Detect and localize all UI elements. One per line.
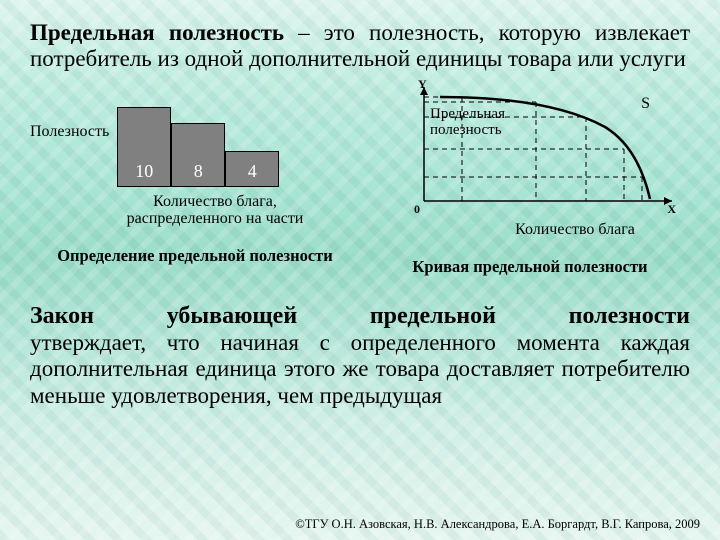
footer-copyright: ©ТГУ О.Н. Азовская, Н.В. Александрова, Е… <box>295 517 700 532</box>
bar-y-axis-label: Полезность <box>30 123 109 161</box>
origin-label: 0 <box>414 202 420 217</box>
bar-x-caption: Количество блага, распределенного на час… <box>30 193 360 228</box>
bar-group: 1084 <box>117 107 279 187</box>
curve-x-caption: Количество блага <box>370 221 690 239</box>
bar-chart-block: Полезность 1084 Количество блага, распре… <box>30 79 360 266</box>
law-head-w1: Закон <box>30 303 94 330</box>
bar: 10 <box>117 107 171 187</box>
figures-row: Полезность 1084 Количество блага, распре… <box>30 79 690 277</box>
definition-paragraph: Предельная полезность – это полезность, … <box>30 20 690 73</box>
law-heading: Закон убывающей предельной полезности <box>30 303 690 330</box>
curve-chart-title: Кривая предельной полезности <box>370 257 690 277</box>
bar: 4 <box>225 151 279 187</box>
bar-caption-line1: Количество блага, <box>153 193 277 210</box>
bar: 8 <box>171 123 225 187</box>
bar-chart-title: Определение предельной полезности <box>30 246 360 266</box>
curve-chart-block: Y S Предельная полезность 0 X Количество… <box>370 79 690 277</box>
slide-content: Предельная полезность – это полезность, … <box>0 0 720 540</box>
curve-chart: Y S Предельная полезность 0 X <box>380 79 680 219</box>
slide: Предельная полезность – это полезность, … <box>0 0 720 540</box>
x-axis-label: X <box>667 202 676 217</box>
bar-value-label: 4 <box>226 161 278 182</box>
curve-svg <box>380 79 680 219</box>
bar-chart: Полезность 1084 <box>30 97 360 187</box>
law-head-w2: убывающей <box>167 303 297 330</box>
law-head-w4: полезности <box>569 303 690 330</box>
definition-term: Предельная полезность <box>30 20 284 45</box>
law-body: утверждает, что начиная с определенного … <box>30 330 690 409</box>
bar-value-label: 10 <box>118 161 170 182</box>
bar-value-label: 8 <box>172 161 224 182</box>
law-head-w3: предельной <box>370 303 496 330</box>
bar-caption-line2: распределенного на части <box>127 210 304 227</box>
